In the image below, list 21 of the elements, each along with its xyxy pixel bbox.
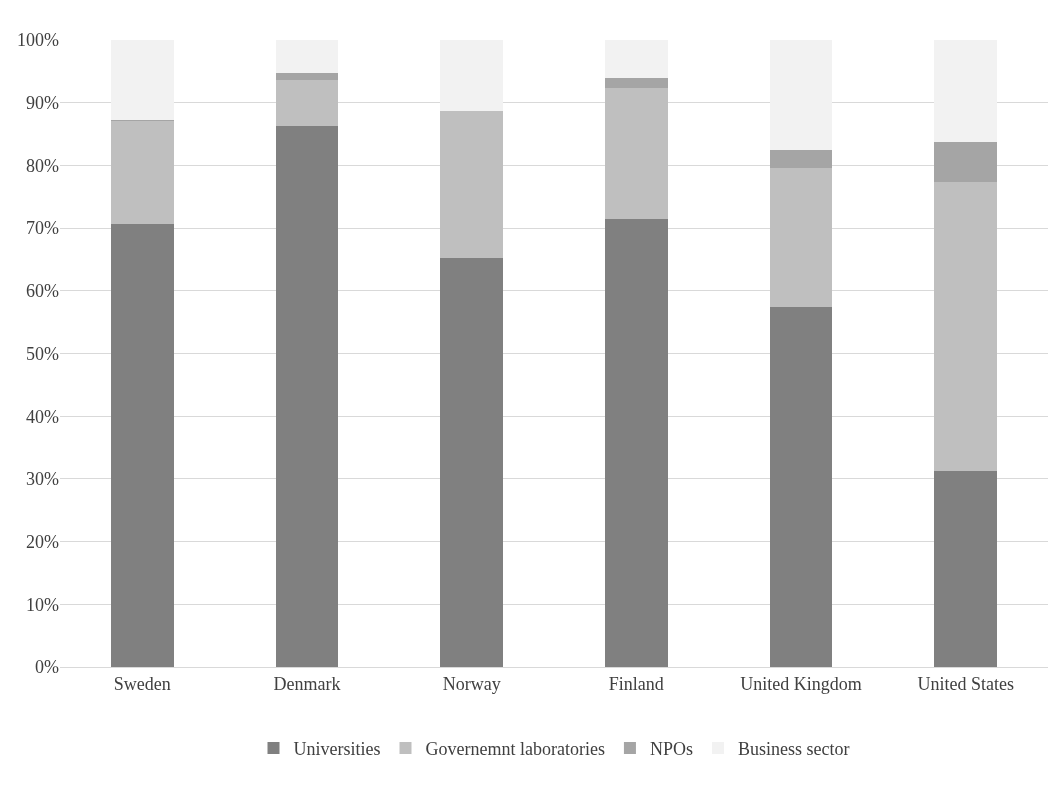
x-tick-label: United Kingdom <box>740 673 862 694</box>
y-tick-label: 10% <box>26 594 59 615</box>
y-tick-label: 60% <box>26 281 59 302</box>
x-tick-label: Denmark <box>273 673 341 694</box>
y-tick-label: 40% <box>26 406 59 427</box>
y-tick-label: 20% <box>26 531 59 552</box>
legend-label: Business sector <box>737 738 850 759</box>
x-tick-label: United States <box>917 673 1014 694</box>
y-tick-label: 80% <box>26 155 59 176</box>
y-tick-label: 90% <box>26 93 59 113</box>
x-tick-label: Norway <box>442 673 501 694</box>
x-tick-label: Finland <box>608 673 664 694</box>
legend-label: Governemnt laboratories <box>425 738 605 759</box>
y-tick-label: 30% <box>26 469 59 490</box>
y-tick-label: 70% <box>26 218 59 239</box>
legend-label: Universities <box>293 738 381 759</box>
x-tick-label: Sweden <box>113 673 171 694</box>
y-tick-label: 100% <box>17 30 59 51</box>
y-tick-label: 50% <box>26 343 59 364</box>
y-tick-label: 0% <box>35 657 59 678</box>
legend-label: NPOs <box>649 738 693 759</box>
